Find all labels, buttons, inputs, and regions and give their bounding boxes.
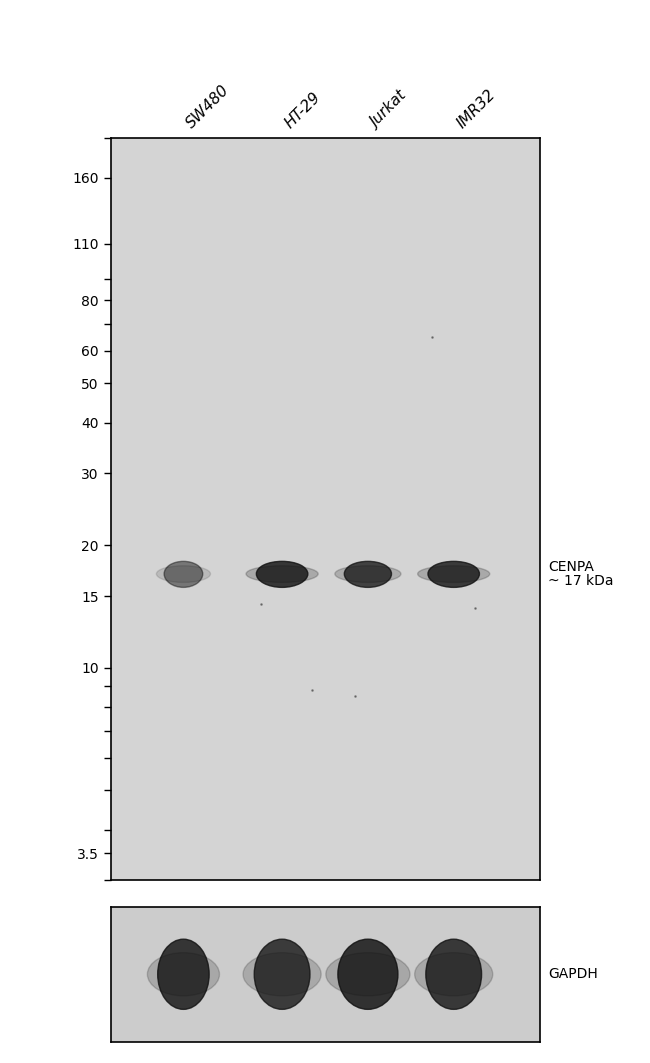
Ellipse shape — [428, 561, 480, 588]
Ellipse shape — [415, 952, 493, 996]
Ellipse shape — [158, 940, 209, 1010]
Text: SW480: SW480 — [183, 82, 232, 131]
Text: CENPA: CENPA — [548, 560, 594, 574]
Ellipse shape — [426, 940, 482, 1010]
Ellipse shape — [243, 952, 321, 996]
Ellipse shape — [164, 561, 203, 588]
Text: Jurkat: Jurkat — [368, 88, 410, 131]
Ellipse shape — [148, 952, 220, 996]
Text: HT-29: HT-29 — [282, 89, 324, 131]
Ellipse shape — [338, 940, 398, 1010]
Text: IMR32: IMR32 — [454, 86, 498, 131]
Ellipse shape — [335, 566, 401, 583]
Ellipse shape — [246, 566, 318, 583]
Ellipse shape — [254, 940, 310, 1010]
Ellipse shape — [418, 566, 489, 583]
Ellipse shape — [256, 561, 308, 588]
Ellipse shape — [326, 952, 410, 996]
Text: ~ 17 kDa: ~ 17 kDa — [548, 574, 614, 588]
Ellipse shape — [344, 561, 391, 588]
Text: GAPDH: GAPDH — [548, 967, 598, 981]
Ellipse shape — [157, 566, 211, 583]
